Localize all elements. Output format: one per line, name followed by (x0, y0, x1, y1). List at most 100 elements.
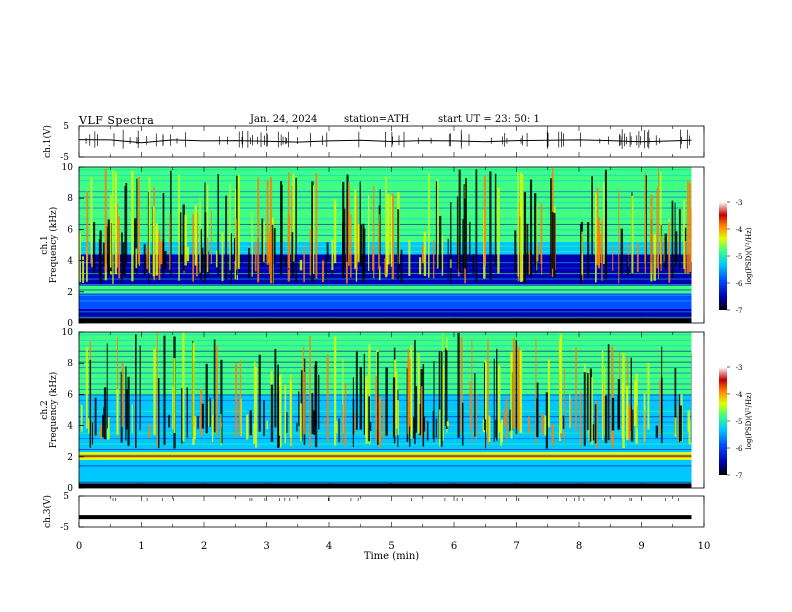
spectrogram-streak (579, 391, 582, 447)
spectrogram-streak (484, 361, 487, 433)
spectrogram-streak (153, 348, 156, 435)
spectrogram-streak (273, 228, 276, 264)
spectrogram-hline (79, 427, 704, 429)
spectrogram-streak (270, 384, 274, 442)
y-tick-label: -5 (60, 153, 69, 163)
spectrogram-hline (79, 383, 704, 385)
x-tick-label: 8 (576, 541, 582, 552)
spectrogram-streak (668, 222, 671, 283)
spectrogram-streak (569, 397, 572, 428)
spectrogram-streak (98, 239, 102, 277)
spectrogram-streak (109, 194, 112, 268)
spectrogram-streak (303, 372, 306, 435)
spectrogram-streak (178, 174, 180, 281)
spectrogram-streak (220, 359, 223, 444)
spectrogram-streak (400, 249, 403, 283)
spectrogram-streak (435, 418, 438, 438)
spectrogram-hline (79, 378, 704, 380)
spectrogram-streak (331, 239, 334, 271)
spectrogram-base-line (79, 484, 692, 488)
spectrogram-streak (186, 387, 188, 438)
spectrogram-streak (519, 172, 523, 282)
spectrogram-blank (691, 167, 704, 323)
spectrogram-streak (588, 369, 590, 441)
spectrogram-streak (229, 184, 231, 271)
spectrogram-streak (647, 362, 650, 430)
spectrogram-streak (100, 425, 103, 439)
x-tick-label: 3 (263, 541, 269, 552)
spectrogram-streak (660, 377, 663, 444)
spectrogram-streak (249, 410, 252, 436)
y-tick-label: 2 (67, 288, 73, 298)
spectrogram-streak (352, 398, 355, 435)
spectrogram-streak (106, 226, 108, 264)
spectrogram-streak (354, 189, 357, 270)
spectrogram-streak (235, 218, 237, 270)
spectrogram-streak (620, 228, 624, 274)
spectrogram-streak (551, 211, 554, 269)
spectrogram-streak (611, 397, 615, 431)
spectrogram-streak (559, 334, 563, 434)
y-tick-label: 2 (67, 453, 73, 463)
spectrogram-streak (248, 248, 251, 279)
spectrogram-hline (79, 356, 704, 358)
spectrogram-streak (587, 221, 590, 278)
spectrogram-streak (94, 397, 97, 436)
spectrogram-streak (487, 339, 489, 446)
spectrogram-streak (237, 175, 240, 269)
spectrogram-hline (79, 284, 704, 285)
spectrogram-streak (423, 416, 426, 432)
spectrogram-hline (79, 416, 704, 418)
spectrogram-streak (291, 232, 294, 278)
spectrogram-streak (270, 224, 274, 283)
spectrogram-streak (103, 387, 107, 440)
colorbar-tick-label: -5 (736, 253, 743, 261)
spectrogram-streak (357, 223, 361, 262)
chart-title: VLF Spectra (79, 114, 155, 127)
spectrogram-streak (80, 404, 83, 432)
spectrogram-streak (595, 401, 598, 448)
spectrogram-streak (368, 343, 371, 445)
spectrogram-streak (184, 214, 187, 266)
spectrogram-streak (163, 335, 166, 445)
spectrogram-streak (261, 218, 264, 267)
spectrogram-streak (266, 420, 269, 430)
spectrogram-streak (291, 185, 293, 262)
x-tick-label: 1 (138, 541, 144, 552)
spectrogram-streak (674, 417, 677, 437)
spectrogram-streak (135, 248, 138, 269)
spectrogram-streak (269, 177, 273, 284)
spectrogram-streak (200, 388, 203, 436)
spectrogram-streak (182, 332, 185, 442)
y-tick-label: 4 (67, 257, 73, 267)
y-tick-label: 10 (62, 163, 74, 173)
spectrogram-streak (309, 336, 311, 447)
spectrogram-hline (79, 470, 704, 472)
spectrogram-streak (422, 364, 425, 447)
spectrogram-streak (689, 182, 692, 273)
colorbar-label: log(PSD)(V²/Hz) (745, 227, 753, 284)
spectrogram-streak (690, 207, 692, 263)
spectrogram-streak (535, 260, 537, 274)
spectrogram-streak (594, 404, 597, 444)
spectrogram-hline (79, 294, 704, 296)
spectrogram-streak (333, 199, 337, 264)
spectrogram-streak (601, 350, 604, 440)
spectrogram-streak (262, 222, 265, 262)
spectrogram-streak (91, 422, 94, 445)
spectrogram-streak (663, 237, 666, 262)
spectrogram-streak (547, 359, 550, 428)
start-time-label: start UT = 23: 50: 1 (438, 114, 540, 125)
x-tick-label: 2 (201, 541, 207, 552)
spectrogram-streak (309, 228, 312, 276)
spectrogram-streak (569, 393, 571, 429)
spectrogram-streak (287, 172, 290, 269)
spectrogram-streak (432, 240, 435, 279)
spectrogram-streak (266, 180, 269, 265)
spectrogram-streak (385, 367, 388, 436)
spectrogram-streak (409, 417, 411, 447)
spectrogram-streak (408, 359, 411, 427)
spectrogram-streak (412, 417, 415, 439)
spectrogram-base-line (79, 319, 692, 323)
spectrogram-streak (365, 376, 368, 444)
